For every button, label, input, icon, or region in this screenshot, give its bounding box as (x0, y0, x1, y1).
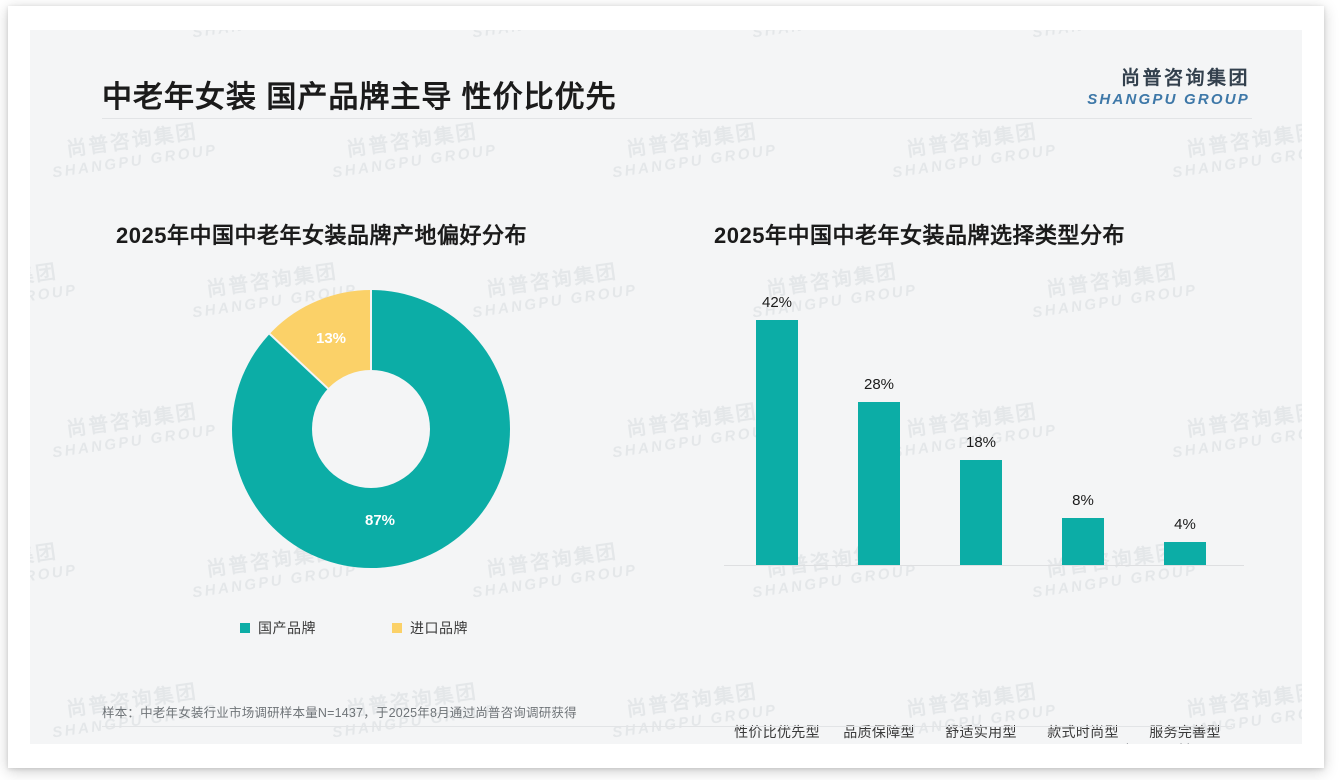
bar-slot: 28% (828, 275, 930, 565)
bar-slot: 8% (1032, 275, 1134, 565)
slide-footer: ©2025.10 SHANGPU GROUP www.shangpu-china… (30, 734, 1302, 744)
legend-item-domestic: 国产品牌 (240, 618, 316, 638)
donut-legend: 国产品牌 进口品牌 (240, 618, 468, 638)
legend-swatch-icon (392, 623, 402, 633)
bar-slot: 18% (930, 275, 1032, 565)
bar-value-label: 28% (863, 376, 895, 393)
bar-category-label: 品质保障型 (843, 724, 915, 740)
sample-note: 样本：中老年女装行业市场调研样本量N=1437，于2025年8月通过尚普咨询调研… (102, 706, 577, 720)
bar-chart-axis-line (724, 565, 1244, 566)
donut-slice-label-domestic: 87% (365, 512, 396, 529)
copyright-text: ©2025.10 SHANGPU GROUP (102, 742, 278, 744)
bar-category-label: 款式时尚型 (1047, 724, 1119, 740)
bar-value-label: 8% (1072, 492, 1094, 509)
bar-column[interactable] (858, 402, 900, 565)
bar-category-label: 性价比优先型 (734, 724, 820, 740)
bar-value-label: 18% (965, 434, 997, 451)
bar-value-label: 4% (1174, 516, 1196, 533)
donut-chart-title: 2025年中国中老年女装品牌产地偏好分布 (116, 223, 527, 248)
brand-logo: 尚普咨询集团 SHANGPU GROUP (1087, 68, 1250, 110)
donut-center-hole (312, 370, 430, 488)
website-link[interactable]: www.shangpu-china.com (1089, 742, 1232, 744)
charts-container: 2025年中国中老年女装品牌产地偏好分布 87% 13% 国产品牌 (30, 130, 1302, 740)
donut-chart: 87% 13% (232, 290, 510, 568)
bar-category-label: 服务完善型 (1149, 724, 1221, 740)
bar-category-label: 舒适实用型 (945, 724, 1017, 740)
donut-separator (370, 290, 372, 429)
slide-canvas: 尚普咨询集团 SHANGPU GROUP 尚普咨询集团 SHANGPU GROUP 尚普… (30, 30, 1302, 744)
legend-label-domestic: 国产品牌 (258, 620, 316, 636)
logo-english-text: SHANGPU GROUP (1087, 90, 1250, 108)
bar-slot: 42% (726, 275, 828, 565)
donut-slice-label-imported: 13% (316, 330, 347, 347)
bar-column[interactable] (1062, 518, 1104, 565)
legend-swatch-icon (240, 623, 250, 633)
bar-column[interactable] (756, 320, 798, 565)
slide-page: 尚普咨询集团 SHANGPU GROUP 尚普咨询集团 SHANGPU GROUP 尚普… (8, 6, 1324, 768)
bar-slot: 4% (1134, 275, 1236, 565)
legend-item-imported: 进口品牌 (392, 618, 468, 638)
bar-column[interactable] (960, 460, 1002, 565)
page-title: 中老年女装 国产品牌主导 性价比优先 (102, 81, 617, 114)
footer-divider (102, 726, 1232, 727)
logo-chinese-text: 尚普咨询集团 (1120, 68, 1250, 89)
legend-label-imported: 进口品牌 (410, 620, 468, 636)
bar-column[interactable] (1164, 542, 1206, 565)
title-divider (102, 118, 1252, 119)
bar-chart-title: 2025年中国中老年女装品牌选择类型分布 (714, 223, 1125, 248)
slide-header: 中老年女装 国产品牌主导 性价比优先 尚普咨询集团 SHANGPU GROUP (30, 30, 1302, 120)
bar-value-label: 42% (761, 294, 793, 311)
bar-chart-plot: 42% 性价比优先型 28% 品质保障型 18% 舒适实用型 8% 款式时尚型 4% 服务完善型 (714, 275, 1254, 740)
